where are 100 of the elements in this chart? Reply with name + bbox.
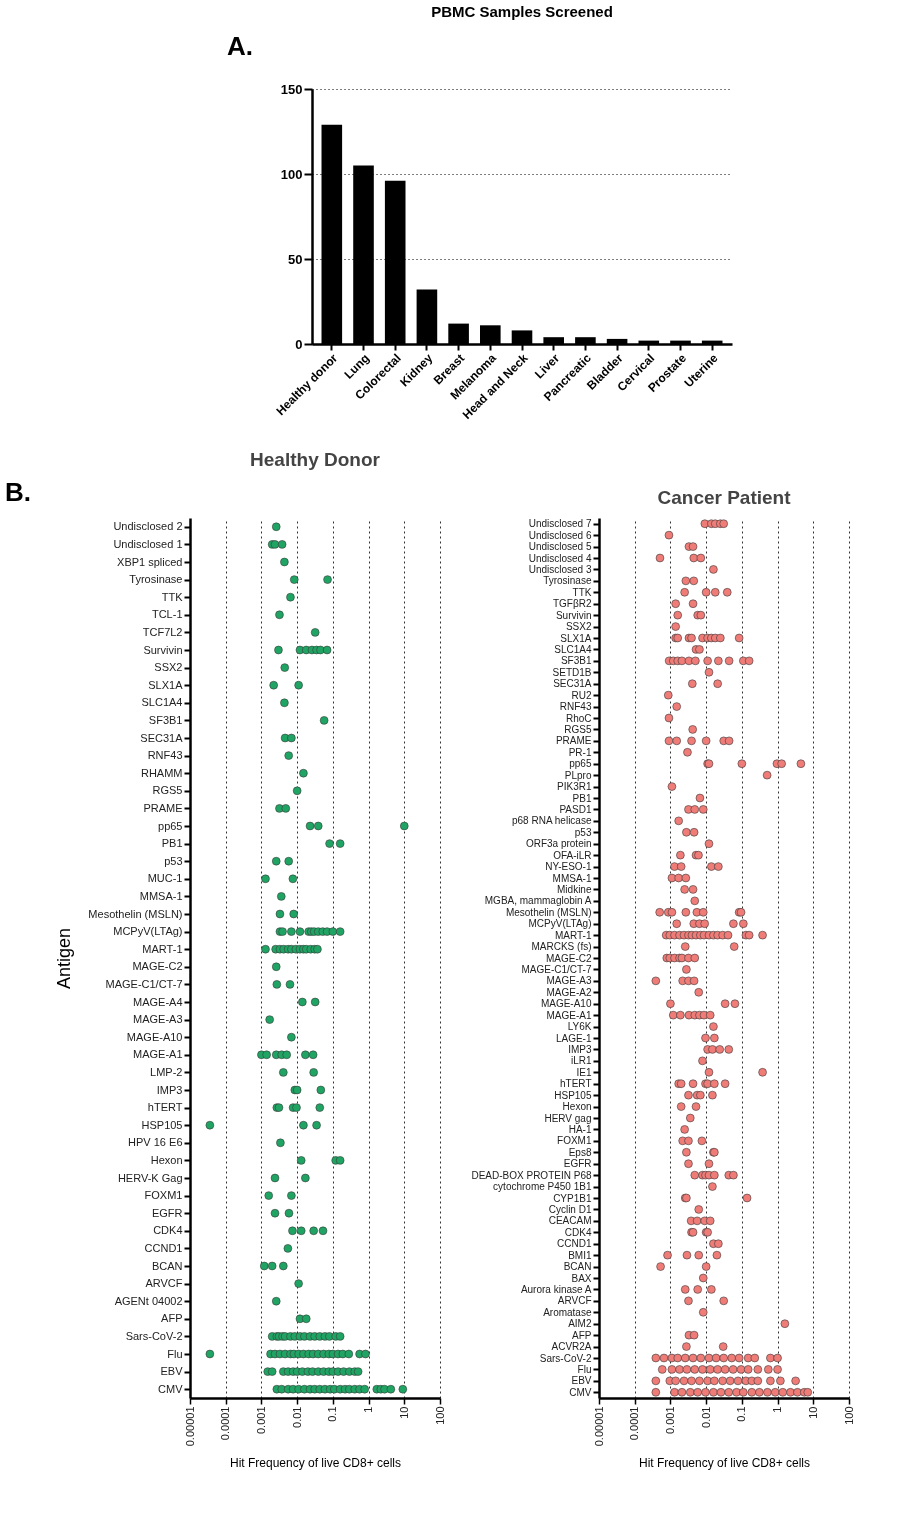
y-tick-label: Cyclin D1 [548,1203,592,1215]
y-tick-label: MAGE-A3 [132,1013,183,1026]
y-tick-label: CDK4 [564,1226,592,1238]
y-tick-label: HSP105 [554,1089,592,1101]
y-tick-label: MAGE-C2 [132,960,183,973]
x-tick-label: 1 [771,1406,784,1413]
y-tick-label: SSX2 [565,621,592,633]
y-tick-label: TTK [161,590,184,603]
y-tick-label: SLX1A [560,632,592,644]
y-tick-label: MCPyV(LTAg) [528,918,592,930]
y-tick-label: IMP3 [156,1083,183,1096]
y-tick-label: TCF7L2 [142,625,183,638]
y-tick-label: CCND1 [144,1241,183,1254]
y-tick-label: Sars-CoV-2 [539,1352,592,1364]
y-tick-label: Undisclosed 3 [528,563,592,575]
y-tick-label: NY-ESO-1 [545,861,592,873]
y-tick-label: SF3B1 [148,713,183,726]
y-tick-label: PIK3R1 [557,781,592,793]
x-tick-label: 100 [842,1406,855,1425]
chart-title: Healthy Donor [250,449,381,470]
y-tick-label: ARVCF [557,1295,592,1307]
y-tick-label: CCND1 [557,1238,592,1250]
y-tick-label: CDK4 [153,1224,183,1237]
y-tick-label: SSX2 [154,661,183,674]
y-tick-label: MAGE-C1/CT-7 [521,963,592,975]
y-tick-label: MAGE-A4 [132,995,183,1008]
y-tick-label: PRAME [555,735,592,747]
y-tick-label: MAGE-A1 [132,1048,183,1061]
y-tick-label: cytochrome P450 1B1 [493,1181,592,1193]
y-tick-label: BCAN [563,1261,592,1273]
y-tick-label: HERV gag [544,1112,592,1124]
y-tick-label: MMSA-1 [552,872,592,884]
y-tick-label: MAGE-A1 [546,1009,592,1021]
y-tick-label: Eps8 [568,1146,592,1158]
y-tick-label: MCPyV(LTAg) [113,925,183,938]
y-tick-label: pp65 [158,819,183,832]
y-tick-label: Survivin [555,609,592,621]
y-tick-label: Undisclosed 6 [528,529,592,541]
y-tick-label: SLC1A4 [554,643,592,655]
y-tick-label: OFA-iLR [553,849,592,861]
y-tick-label: Survivin [143,643,183,656]
y-tick-label: PRAME [143,801,183,814]
y-tick-label: 150 [280,81,303,97]
y-tick-label: LMP-2 [150,1065,183,1078]
y-axis-title: Antigen [54,927,75,990]
y-tick-label: LAGE-1 [555,1032,592,1044]
y-tick-label: Tyrosinase [543,575,592,587]
y-tick-label: BMI1 [568,1249,592,1261]
y-tick-label: EGFR [151,1206,183,1219]
y-tick-label: DEAD-BOX PROTEIN P68 [471,1169,592,1181]
y-tick-label: CEACAM [548,1215,592,1227]
y-tick-label: PB1 [572,792,592,804]
y-tick-label: LY6K [567,1021,592,1033]
y-tick-label: MAGE-C2 [545,952,592,964]
y-tick-label: p68 RNA helicase [512,815,592,827]
y-tick-label: MAGE-C1/CT-7 [105,977,183,990]
x-tick-label: 100 [433,1406,446,1425]
y-tick-label: SEC31A [553,678,592,690]
y-tick-label: TGFβR2 [552,598,592,610]
y-tick-label: hTERT [560,1078,592,1090]
text: B. [5,477,31,507]
y-tick-label: PB1 [161,837,183,850]
y-tick-label: MART-1 [555,929,592,941]
y-tick-label: Hexon [150,1153,183,1166]
y-tick-label: FOXM1 [557,1135,592,1147]
y-tick-label: 50 [288,251,303,267]
y-tick-label: MUC-1 [147,872,183,885]
x-axis-title: Hit Frequency of live CD8+ cells [229,1456,402,1471]
x-tick-label: 1 [362,1406,375,1413]
x-tick-label: 0.001 [254,1406,267,1435]
y-tick-label: ORF3a protein [525,838,592,850]
y-tick-label: PASD1 [559,803,592,815]
y-tick-label: CMV [158,1382,184,1395]
y-tick-label: ACVR2A [551,1341,592,1353]
y-tick-label: RU2 [571,689,592,701]
y-tick-label: Midkine [557,883,592,895]
y-tick-label: RGS5 [152,784,183,797]
x-tick-label: 0.1 [735,1406,748,1422]
y-tick-label: iLR1 [570,1055,592,1067]
y-tick-label: 100 [280,166,303,182]
y-tick-label: AFP [161,1312,183,1325]
y-tick-label: EGFR [563,1158,592,1170]
y-tick-label: SLX1A [148,678,184,691]
y-tick-label: BCAN [151,1259,183,1272]
y-tick-label: RHAMM [140,766,183,779]
y-tick-label: XBP1 spliced [117,555,183,568]
x-axis-title: Hit Frequency of live CD8+ cells [638,1456,811,1471]
y-tick-label: MAGE-A2 [546,986,592,998]
y-tick-label: p53 [164,854,183,867]
x-tick-label: 0.00001 [592,1406,605,1447]
y-tick-label: Tyrosinase [129,573,183,586]
y-tick-label: SLC1A4 [141,696,183,709]
text: A. [227,31,253,61]
y-tick-label: AGENt 04002 [114,1294,183,1307]
y-tick-label: Undisclosed 7 [528,518,592,530]
y-tick-label: IE1 [576,1066,592,1078]
x-tick-label: 0.00001 [183,1406,196,1447]
y-tick-label: IMP3 [568,1043,592,1055]
y-tick-label: PLpro [564,769,592,781]
y-tick-label: RhoC [565,712,592,724]
